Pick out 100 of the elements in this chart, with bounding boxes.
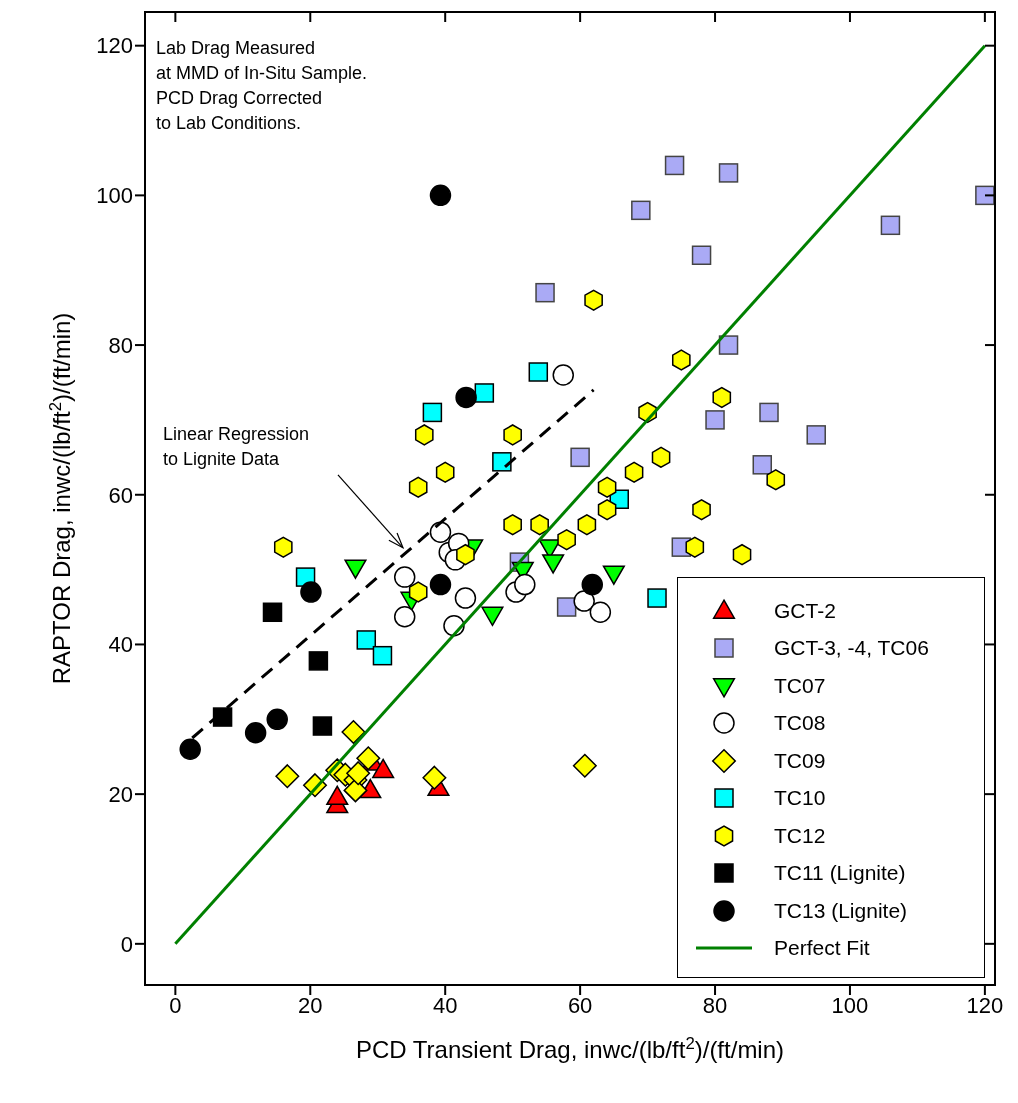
x-tick-label: 120 <box>966 992 1004 1018</box>
point <box>685 536 705 558</box>
point <box>671 349 691 371</box>
point <box>530 514 549 536</box>
x-tick-label: 80 <box>702 992 728 1018</box>
point <box>481 606 504 627</box>
point <box>372 645 393 666</box>
point <box>312 716 333 736</box>
point <box>880 215 901 236</box>
point <box>356 746 381 771</box>
point <box>542 554 565 574</box>
y-tick-label: 80 <box>108 332 133 358</box>
point <box>552 364 574 386</box>
point <box>308 651 329 671</box>
legend-label: TC13 (Lignite) <box>774 898 908 923</box>
point <box>244 722 267 744</box>
legend-label: TC11 (Lignite) <box>774 861 906 886</box>
point <box>589 601 612 624</box>
x-tick-label: 0 <box>169 992 182 1018</box>
y-tick-label: 40 <box>108 632 133 658</box>
point <box>474 383 495 403</box>
legend-label: TC12 <box>774 823 826 848</box>
y-tick-label: 120 <box>96 33 133 59</box>
point <box>732 543 752 566</box>
x-tick-label: 60 <box>567 992 593 1018</box>
point <box>393 606 416 628</box>
point <box>572 753 597 778</box>
point <box>705 410 725 430</box>
point <box>273 536 293 558</box>
point <box>528 362 549 382</box>
point <box>584 289 603 311</box>
point <box>341 720 366 745</box>
point <box>275 764 300 789</box>
point <box>557 529 576 551</box>
legend-label: TC10 <box>774 786 826 811</box>
point <box>456 543 475 566</box>
point <box>975 185 995 206</box>
annotation: Lab Drag Measured at MMD of In-Situ Sample. PCD Drag Corrected to Lab Conditions. <box>156 37 368 135</box>
point <box>692 499 711 521</box>
point <box>429 521 452 543</box>
point <box>718 163 739 183</box>
point <box>455 386 477 409</box>
point <box>503 514 522 536</box>
x-axis-title: PCD Transient Drag, inwc/(lb/ft$^{2}$)/(ft/min) <box>355 1033 785 1063</box>
point <box>766 469 786 491</box>
y-tick-label: 60 <box>108 482 133 508</box>
point <box>429 573 452 596</box>
point <box>422 402 443 423</box>
point <box>300 581 322 603</box>
point <box>691 245 712 265</box>
point <box>266 708 288 731</box>
point <box>429 184 452 207</box>
point <box>414 424 434 446</box>
legend-label: Perfect Fit <box>774 936 870 961</box>
y-tick-label: 0 <box>120 931 133 957</box>
point <box>212 707 233 727</box>
point <box>624 461 644 483</box>
point <box>262 602 283 623</box>
point <box>492 452 512 472</box>
point <box>577 514 597 536</box>
point <box>718 335 739 355</box>
legend-label: GCT-2 <box>774 598 836 623</box>
legend-label: GCT-3, -4, TC06 <box>774 636 929 661</box>
point <box>408 581 428 603</box>
x-tick-label: 40 <box>432 992 458 1018</box>
point <box>759 402 779 423</box>
point <box>408 476 428 498</box>
point <box>435 461 455 483</box>
point <box>597 499 617 521</box>
point <box>570 447 590 468</box>
y-tick-label: 100 <box>96 183 133 209</box>
point <box>651 446 671 468</box>
point <box>806 425 826 445</box>
point <box>712 386 732 409</box>
point <box>326 785 349 806</box>
point <box>602 565 625 585</box>
point <box>514 573 536 596</box>
point <box>393 566 416 588</box>
point <box>179 738 201 760</box>
point <box>581 573 604 596</box>
legend-label: TC08 <box>774 711 826 736</box>
legend-label: TC09 <box>774 748 826 773</box>
point <box>631 200 651 221</box>
x-tick-label: 100 <box>831 992 869 1018</box>
point <box>422 765 447 790</box>
legend-label: TC07 <box>774 673 826 698</box>
point <box>372 758 395 779</box>
point <box>556 597 577 617</box>
point <box>752 455 773 475</box>
x-tick-label: 20 <box>298 992 323 1018</box>
point <box>535 282 555 303</box>
point <box>597 476 617 498</box>
point <box>647 588 667 608</box>
point <box>343 778 368 803</box>
point <box>664 155 685 176</box>
point <box>573 590 595 612</box>
point <box>356 630 377 650</box>
point <box>346 761 371 786</box>
point <box>344 559 367 579</box>
point <box>454 587 477 609</box>
